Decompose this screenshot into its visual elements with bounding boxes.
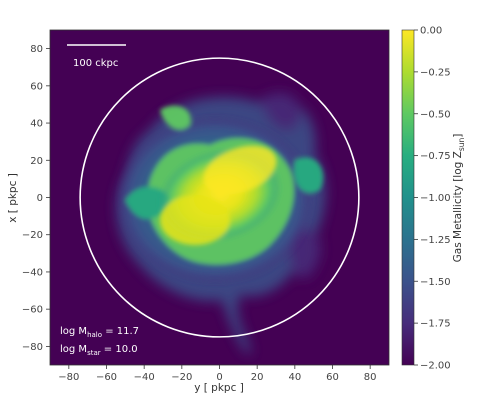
colorbar-tick-label: 0.00: [420, 26, 442, 37]
x-tick-label: 0: [216, 372, 222, 383]
colorbar-tick-label: −1.25: [420, 235, 451, 246]
colorbar: [401, 29, 415, 366]
y-axis-label: x [ pkpc ]: [7, 173, 19, 223]
y-axis-ticks: 80 60 40 20 0 −20 −40 −60 −80: [22, 44, 50, 353]
colorbar-tick-label: −0.25: [420, 67, 451, 78]
halo-radius-circle: [79, 57, 360, 338]
y-tick-label: 0: [37, 193, 43, 204]
colorbar-tick-label: −1.75: [420, 319, 451, 330]
gas-metallicity-image: [115, 92, 326, 355]
halo-mass-annotation: log Mhalo = 11.7: [60, 326, 139, 339]
x-tick-label: −20: [171, 372, 192, 383]
y-tick-label: 20: [30, 156, 43, 167]
colorbar-label: Gas Metallicity [log Zsun]: [452, 134, 466, 263]
y-tick-label: 40: [30, 119, 43, 130]
x-tick-label: 60: [326, 372, 339, 383]
colorbar-tick-label: −1.50: [420, 277, 451, 288]
colorbar-ticks: 0.00 −0.25 −0.50 −0.75 −1.00 −1.25 −1.50 −1.75 −…: [414, 26, 451, 372]
colorbar-tick-label: −2.00: [420, 361, 451, 372]
x-tick-label: −60: [96, 372, 117, 383]
x-tick-label: 40: [288, 372, 301, 383]
colorbar-tick-label: −0.50: [420, 109, 451, 120]
y-tick-label: −40: [22, 267, 43, 278]
x-axis-label: y [ pkpc ]: [194, 382, 244, 394]
scale-bar-label: 100 ckpc: [73, 58, 118, 69]
x-tick-label: 80: [364, 372, 377, 383]
y-tick-label: −80: [22, 342, 43, 353]
x-tick-label: −40: [134, 372, 155, 383]
x-tick-label: 20: [251, 372, 264, 383]
y-tick-label: −20: [22, 230, 43, 241]
x-tick-label: −80: [58, 372, 79, 383]
colorbar-tick-label: −1.00: [420, 193, 451, 204]
x-axis-ticks: −80 −60 −40 −20 0 20 40 60 80: [58, 365, 377, 383]
colorbar-tick-label: −0.75: [420, 151, 451, 162]
y-tick-label: 80: [30, 44, 43, 55]
y-tick-label: −60: [22, 305, 43, 316]
y-tick-label: 60: [30, 81, 43, 92]
stellar-mass-annotation: log Mstar = 10.0: [60, 344, 138, 357]
